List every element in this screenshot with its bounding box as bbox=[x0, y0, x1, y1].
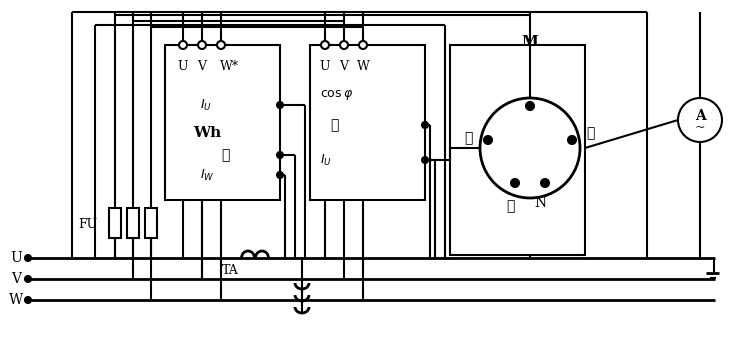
Bar bbox=[109, 208, 121, 238]
Text: ✱: ✱ bbox=[221, 148, 229, 162]
Circle shape bbox=[340, 41, 348, 49]
Bar bbox=[310, 45, 425, 200]
Text: Wh: Wh bbox=[193, 126, 221, 140]
Circle shape bbox=[484, 136, 492, 144]
Circle shape bbox=[541, 179, 549, 187]
Circle shape bbox=[359, 41, 367, 49]
Text: $I_U$: $I_U$ bbox=[200, 97, 212, 112]
Text: U: U bbox=[10, 251, 22, 265]
Text: ~: ~ bbox=[695, 121, 705, 134]
Bar bbox=[145, 208, 157, 238]
Text: $I_U$: $I_U$ bbox=[320, 153, 332, 168]
Text: W*: W* bbox=[220, 60, 238, 74]
Circle shape bbox=[678, 98, 722, 142]
Circle shape bbox=[277, 152, 283, 158]
Text: FU: FU bbox=[78, 218, 97, 231]
Text: N: N bbox=[534, 196, 546, 210]
Text: V: V bbox=[197, 60, 206, 74]
Text: 绿: 绿 bbox=[506, 199, 514, 213]
Circle shape bbox=[568, 136, 576, 144]
Text: V: V bbox=[339, 60, 349, 74]
Text: A: A bbox=[695, 109, 705, 123]
Text: 黄: 黄 bbox=[464, 131, 472, 145]
Circle shape bbox=[422, 122, 428, 128]
Circle shape bbox=[198, 41, 206, 49]
Text: $\cos\varphi$: $\cos\varphi$ bbox=[320, 88, 353, 102]
Circle shape bbox=[179, 41, 187, 49]
Circle shape bbox=[422, 157, 428, 163]
Circle shape bbox=[25, 276, 31, 282]
Circle shape bbox=[321, 41, 329, 49]
Text: 红: 红 bbox=[586, 126, 594, 140]
Text: W: W bbox=[9, 293, 23, 307]
Text: M: M bbox=[521, 35, 539, 49]
Text: U: U bbox=[320, 60, 330, 74]
Bar bbox=[165, 45, 280, 200]
Bar bbox=[450, 45, 585, 255]
Circle shape bbox=[511, 179, 519, 187]
Text: V: V bbox=[11, 272, 21, 286]
Text: ✱: ✱ bbox=[330, 118, 338, 132]
Text: $I_W$: $I_W$ bbox=[200, 168, 214, 183]
Text: TA: TA bbox=[222, 263, 238, 276]
Circle shape bbox=[277, 102, 283, 108]
Circle shape bbox=[25, 297, 31, 303]
Circle shape bbox=[25, 255, 31, 261]
Circle shape bbox=[277, 172, 283, 178]
Text: W: W bbox=[356, 60, 370, 74]
Text: U: U bbox=[178, 60, 188, 74]
Bar bbox=[127, 208, 139, 238]
Circle shape bbox=[480, 98, 580, 198]
Circle shape bbox=[217, 41, 225, 49]
Circle shape bbox=[526, 102, 534, 110]
